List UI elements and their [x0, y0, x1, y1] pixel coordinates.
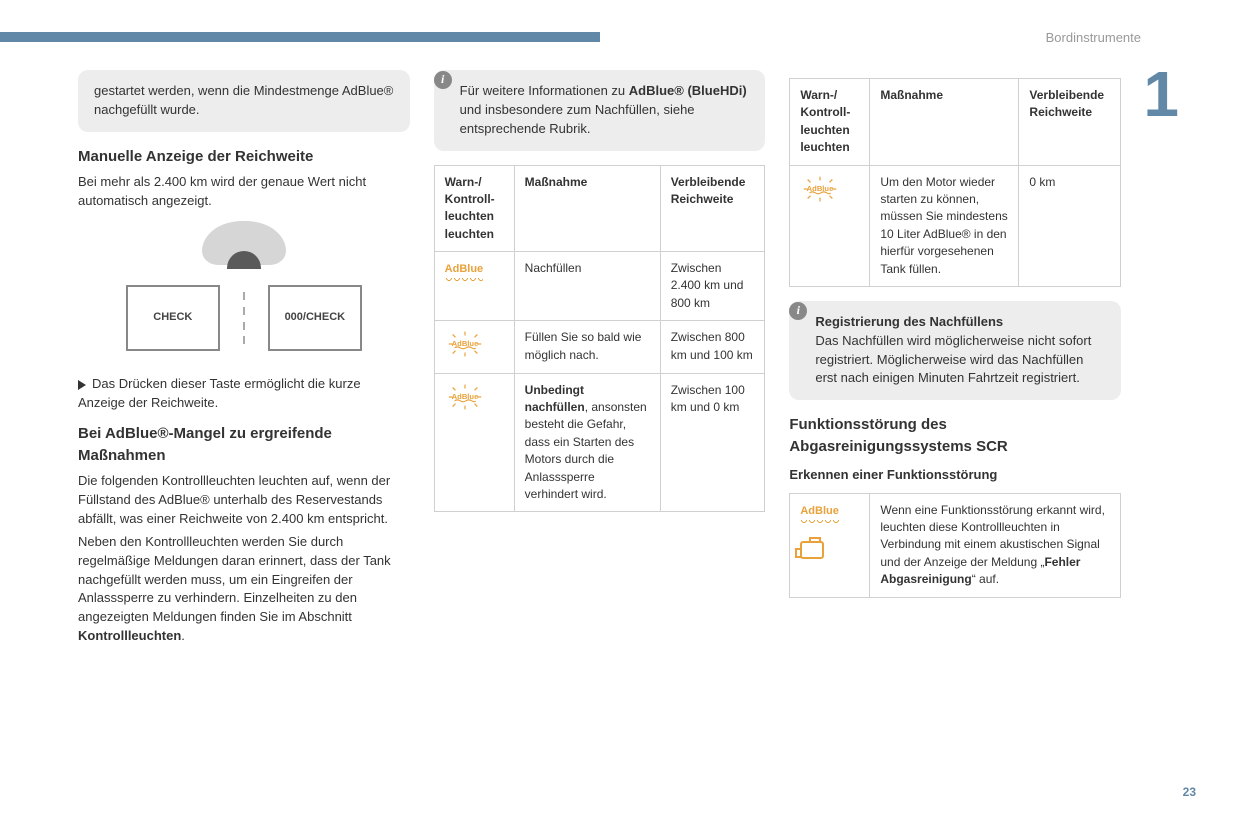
note-box-bluehdi: i Für weitere Informationen zu AdBlue® (… [434, 70, 766, 151]
th-range: Verbleibende Reichweite [660, 165, 765, 252]
para-shortage-2a: Neben den Kontrollleuchten werden Sie du… [78, 534, 391, 624]
note-box-start: gestartet werden, wenn die Mindestmenge … [78, 70, 410, 132]
heading-scr: Funktionsstörung des Abgasreinigungssyst… [789, 414, 1121, 458]
dash-steering-icon [202, 221, 286, 265]
dash-separator [243, 285, 245, 351]
para-press-button: Das Drücken dieser Taste ermöglicht die … [78, 375, 410, 413]
cell-action-bold: Unbedingt nachfüllen [525, 383, 585, 414]
para-manual-range: Bei mehr als 2.400 km wird der genaue We… [78, 173, 410, 211]
para-shortage-1: Die folgenden Kontrollleuchten leuchten … [78, 472, 410, 529]
heading-manual-range: Manuelle Anzeige der Reichweite [78, 146, 410, 168]
note-box-refill-register: i Registrierung des Nachfüllens Das Nach… [789, 301, 1121, 400]
note-bluehdi-b: AdBlue® (BlueHDi) [629, 83, 747, 98]
note-refill-title: Registrierung des Nachfüllens [815, 314, 1003, 329]
table-row: AdBlue Um den Motor wieder starten zu kö… [790, 165, 1121, 286]
th-lights: Warn-/ Kontroll-leuchten leuchten [434, 165, 514, 252]
th-action: Maßnahme [870, 79, 1019, 166]
table-row: AdBlue Wenn eine Funktionsstörung erkann… [790, 493, 1121, 597]
th-action: Maßnahme [514, 165, 660, 252]
table-row: AdBlue Füllen Sie so bald wie möglich na… [434, 321, 765, 373]
cell-action: Füllen Sie so bald wie möglich nach. [514, 321, 660, 373]
cell-malfunction-text: Wenn eine Funktionsstörung erkannt wird,… [870, 493, 1121, 597]
svg-text:AdBlue: AdBlue [807, 183, 834, 192]
column-1: gestartet werden, wenn die Mindestmenge … [78, 70, 410, 650]
para-shortage-2b: Kontrollleuchten [78, 628, 181, 643]
note-bluehdi-a: Für weitere Informationen zu [460, 83, 629, 98]
note-text: gestartet werden, wenn die Mindestmenge … [94, 83, 393, 117]
section-number: 1 [1143, 62, 1179, 126]
note-bluehdi-c: und insbesondere zum Nachfüllen, siehe e… [460, 102, 695, 136]
adblue-flashing-icon: AdBlue [800, 174, 840, 204]
heading-erkennen: Erkennen einer Funktionsstörung [789, 466, 1121, 485]
content-columns: gestartet werden, wenn die Mindestmenge … [78, 70, 1121, 650]
para-shortage-2: Neben den Kontrollleuchten werden Sie du… [78, 533, 410, 646]
dash-box-check: CHECK [126, 285, 220, 351]
dash-box-check-label: CHECK [153, 310, 192, 326]
info-icon: i [434, 71, 452, 89]
cell-icon: AdBlue [434, 321, 514, 373]
info-icon: i [789, 302, 807, 320]
engine-warning-icon [800, 541, 824, 559]
cell-range: 0 km [1019, 165, 1121, 286]
warning-table-2: Warn-/ Kontroll-leuchten leuchten Maßnah… [789, 78, 1121, 287]
svg-text:AdBlue: AdBlue [451, 392, 478, 401]
cell-action: Um den Motor wieder starten zu können, m… [870, 165, 1019, 286]
cell-action-rest: , ansonsten besteht die Gefahr, dass ein… [525, 400, 647, 501]
table-row: AdBlue Nachfüllen Zwischen 2.400 km und … [434, 252, 765, 321]
page-number: 23 [1183, 785, 1196, 799]
dashboard-diagram: CHECK 000/CHECK [126, 221, 362, 361]
cell-icon: AdBlue [790, 165, 870, 286]
malfunction-table: AdBlue Wenn eine Funktionsstörung erkann… [789, 493, 1121, 598]
para-press-button-text: Das Drücken dieser Taste ermöglicht die … [78, 376, 361, 410]
accent-top-bar [0, 32, 600, 42]
cell-action: Unbedingt nachfüllen, ansonsten besteht … [514, 373, 660, 512]
column-2: i Für weitere Informationen zu AdBlue® (… [434, 70, 766, 650]
section-label: Bordinstrumente [1046, 30, 1141, 45]
adblue-icon: AdBlue [445, 262, 484, 278]
svg-text:AdBlue: AdBlue [451, 339, 478, 348]
cell-icons: AdBlue [790, 493, 870, 597]
dash-box-000check-label: 000/CHECK [285, 310, 346, 326]
th-range: Verbleibende Reichweite [1019, 79, 1121, 166]
warning-table-1: Warn-/ Kontroll-leuchten leuchten Maßnah… [434, 165, 766, 513]
heading-adblue-shortage: Bei AdBlue®-Mangel zu ergreifende Maßnah… [78, 423, 410, 467]
cell-range: Zwischen 2.400 km und 800 km [660, 252, 765, 321]
th-lights: Warn-/ Kontroll-leuchten leuchten [790, 79, 870, 166]
malfunction-text-c: “ auf. [972, 572, 999, 586]
cell-action: Nachfüllen [514, 252, 660, 321]
adblue-flashing-icon: AdBlue [445, 382, 485, 412]
adblue-flashing-icon: AdBlue [445, 329, 485, 359]
cell-icon: AdBlue [434, 373, 514, 512]
triangle-bullet-icon [78, 380, 86, 390]
note-refill-body: Das Nachfüllen wird möglicherweise nicht… [815, 333, 1091, 386]
cell-range: Zwischen 800 km und 100 km [660, 321, 765, 373]
table-row: AdBlue Unbedingt nachfüllen, ansonsten b… [434, 373, 765, 512]
cell-range: Zwischen 100 km und 0 km [660, 373, 765, 512]
column-3: Warn-/ Kontroll-leuchten leuchten Maßnah… [789, 70, 1121, 650]
para-shortage-2c: . [181, 628, 185, 643]
dash-box-000check: 000/CHECK [268, 285, 362, 351]
adblue-icon: AdBlue [800, 504, 839, 520]
cell-icon: AdBlue [434, 252, 514, 321]
